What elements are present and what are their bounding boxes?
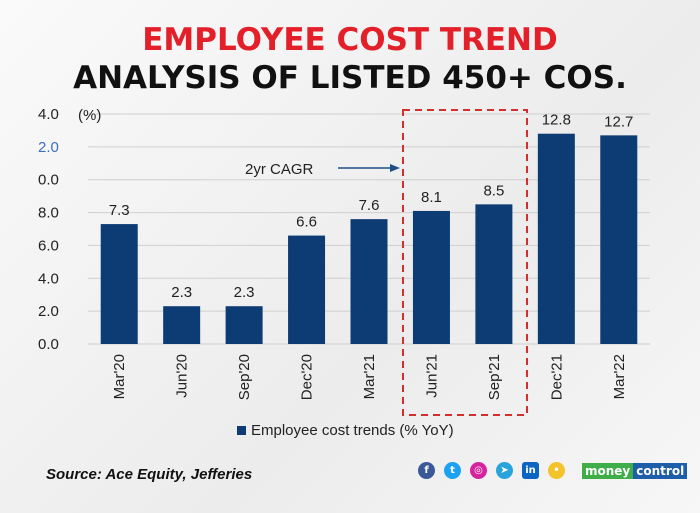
x-tick-label: Jun'21 — [423, 354, 440, 398]
data-label: 8.1 — [421, 189, 442, 206]
data-label: 6.6 — [296, 214, 317, 231]
data-label: 7.6 — [359, 197, 380, 214]
moneycontrol-logo: money control — [582, 462, 688, 479]
x-tick-label: Sep'21 — [486, 354, 503, 400]
social-bar: f t ◎ ➤ in • money control — [418, 462, 688, 479]
data-label: 8.5 — [483, 182, 504, 199]
data-label: 12.8 — [542, 112, 571, 129]
linkedin-icon[interactable]: in — [522, 462, 539, 479]
x-tick-label: Mar'21 — [361, 354, 378, 399]
instagram-icon[interactable]: ◎ — [470, 462, 487, 479]
bar — [288, 235, 326, 344]
bar — [100, 224, 138, 344]
bar — [537, 133, 575, 344]
x-tick-label: Mar'20 — [111, 354, 128, 399]
twitter-icon[interactable]: t — [444, 462, 461, 479]
legend-swatch — [237, 426, 246, 435]
facebook-icon[interactable]: f — [418, 462, 435, 479]
x-tick-label: Sep'20 — [236, 354, 253, 400]
title-line1: EMPLOYEE COST TREND — [142, 22, 558, 58]
bar — [225, 306, 263, 344]
x-tick-label: Mar'22 — [611, 354, 628, 399]
bar — [412, 210, 450, 344]
y-tick-label: 6.0 — [38, 237, 59, 254]
y-tick-label: 2.0 — [38, 303, 59, 320]
telegram-icon[interactable]: ➤ — [496, 462, 513, 479]
y-tick-label: 4.0 — [38, 106, 59, 123]
y-tick-label: 8.0 — [38, 205, 59, 222]
x-tick-label: Dec'20 — [299, 354, 316, 400]
y-tick-label: 0.0 — [38, 172, 59, 189]
annotation-text: 2yr CAGR — [245, 161, 314, 178]
x-tick-label: Jun'20 — [174, 354, 191, 398]
koo-icon[interactable]: • — [548, 462, 565, 479]
highlight-box — [402, 109, 528, 416]
x-tick-label: Dec'21 — [548, 354, 565, 400]
data-label: 7.3 — [109, 202, 130, 219]
title-line2: ANALYSIS OF LISTED 450+ COS. — [73, 60, 627, 96]
y-tick-label: 4.0 — [38, 270, 59, 287]
bar — [163, 306, 201, 344]
legend-label: Employee cost trends (% YoY) — [251, 422, 454, 439]
data-label: 2.3 — [234, 284, 255, 301]
bar — [475, 204, 513, 344]
data-label: 12.7 — [604, 113, 633, 130]
y-tick-label: 2.0 — [38, 139, 59, 156]
source-note: Source: Ace Equity, Jefferies — [46, 466, 253, 483]
y-tick-label: 0.0 — [38, 336, 59, 353]
bar — [600, 135, 638, 344]
data-label: 2.3 — [171, 284, 192, 301]
bar — [350, 219, 388, 344]
arrow-head-icon — [390, 164, 400, 172]
y-axis-unit: (%) — [78, 107, 101, 124]
